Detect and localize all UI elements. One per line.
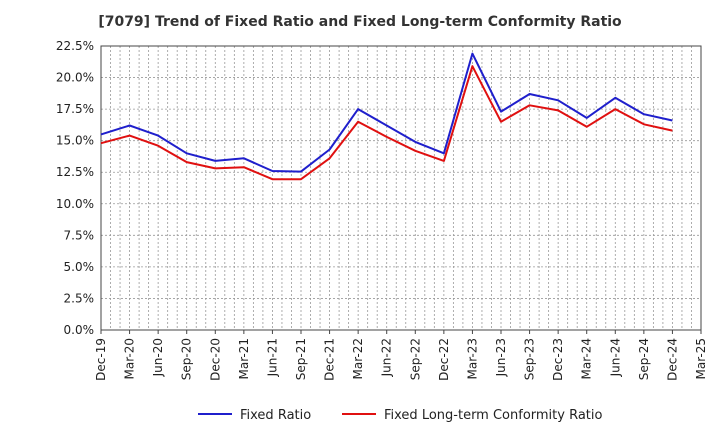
x-tick-label: Dec-19: [94, 338, 108, 381]
x-tick-label: Jun-20: [151, 338, 165, 377]
chart-title: [7079] Trend of Fixed Ratio and Fixed Lo…: [98, 14, 622, 30]
y-tick-label: 7.5%: [64, 228, 95, 242]
x-tick-label: Sep-20: [180, 338, 194, 380]
x-tick-label: Mar-25: [694, 338, 708, 379]
y-tick-label: 5.0%: [64, 260, 95, 274]
x-tick-label: Sep-22: [408, 338, 422, 380]
x-tick-label: Sep-24: [637, 338, 651, 380]
x-tick-label: Dec-21: [323, 338, 337, 381]
x-tick-label: Dec-23: [551, 338, 565, 381]
x-tick-label: Mar-21: [237, 338, 251, 379]
y-tick-label: 10.0%: [56, 197, 94, 211]
y-tick-label: 0.0%: [64, 323, 95, 337]
legend-label-1: Fixed Ratio: [240, 408, 311, 423]
y-tick-label: 15.0%: [56, 134, 94, 148]
y-tick-label: 12.5%: [56, 165, 94, 179]
x-tick-label: Mar-23: [465, 338, 479, 379]
x-tick-label: Sep-21: [294, 338, 308, 380]
x-tick-label: Dec-20: [208, 338, 222, 381]
y-tick-label: 20.0%: [56, 71, 94, 85]
plot-area-frame: [100, 45, 702, 331]
x-tick-label: Dec-22: [437, 338, 451, 381]
y-tick-label: 17.5%: [56, 102, 94, 116]
x-tick-label: Sep-23: [523, 338, 537, 380]
series-line-2: [100, 65, 673, 181]
y-tick-label: 22.5%: [56, 39, 94, 53]
series-line-1: [100, 52, 673, 173]
x-tick-label: Jun-24: [608, 338, 622, 377]
x-tick-label: Mar-20: [123, 338, 137, 379]
x-tick-label: Jun-22: [380, 338, 394, 377]
x-tick-label: Mar-24: [580, 338, 594, 379]
y-tick-label: 2.5%: [64, 291, 95, 305]
x-tick-label: Dec-24: [665, 338, 679, 381]
x-tick-label: Jun-23: [494, 338, 508, 377]
legend-label-2: Fixed Long-term Conformity Ratio: [384, 408, 603, 423]
x-tick-label: Mar-22: [351, 338, 365, 379]
x-tick-label: Jun-21: [265, 338, 279, 377]
